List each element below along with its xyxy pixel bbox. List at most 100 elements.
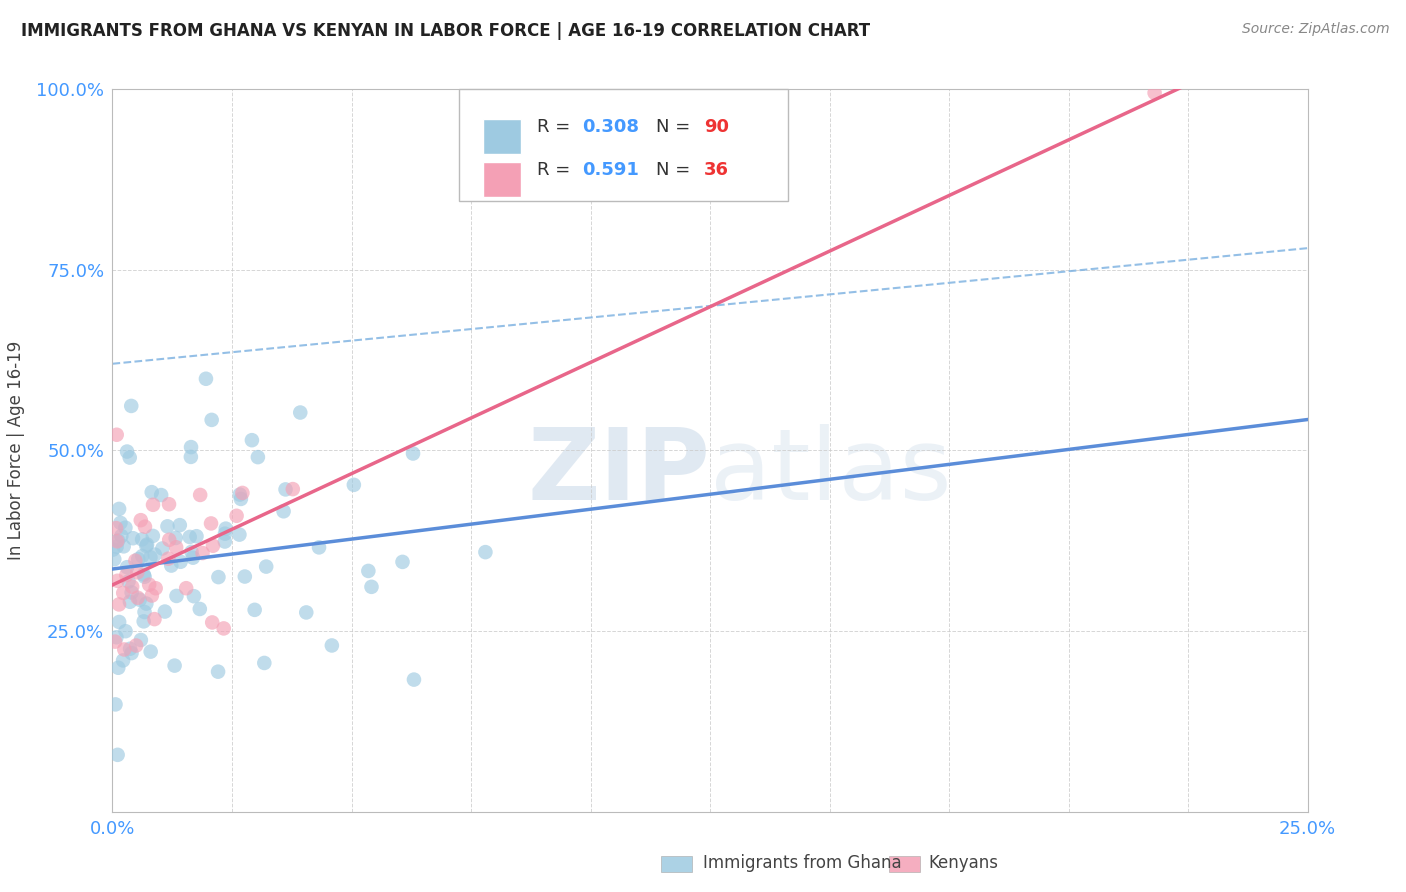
Text: N =: N = [657, 161, 696, 179]
Point [212, 622, 235, 636]
Point [194, 372, 217, 386]
FancyBboxPatch shape [484, 162, 522, 197]
Point [127, 566, 149, 580]
Point [122, 531, 145, 545]
Point [131, 549, 153, 563]
Point [101, 542, 124, 557]
Point [114, 624, 136, 639]
Point [243, 603, 266, 617]
Point [110, 516, 132, 530]
Point [207, 570, 229, 584]
Point [157, 533, 180, 547]
Text: 90: 90 [704, 118, 730, 136]
Point [105, 427, 128, 442]
Point [105, 534, 128, 549]
Point [157, 551, 180, 566]
Point [115, 560, 138, 574]
Point [254, 559, 277, 574]
Point [107, 661, 129, 675]
Point [225, 508, 247, 523]
Point [357, 564, 380, 578]
Point [308, 541, 330, 555]
Point [134, 605, 156, 619]
Point [141, 485, 163, 500]
Point [200, 516, 222, 531]
Point [138, 577, 160, 591]
Text: 0.308: 0.308 [582, 118, 640, 136]
Point [139, 645, 162, 659]
Text: atlas: atlas [710, 424, 952, 521]
Point [107, 747, 129, 762]
Point [132, 615, 155, 629]
Point [120, 399, 142, 413]
Point [186, 529, 208, 543]
Point [229, 487, 252, 501]
Point [157, 497, 180, 511]
Point [112, 586, 135, 600]
Text: IMMIGRANTS FROM GHANA VS KENYAN IN LABOR FORCE | AGE 16-19 CORRELATION CHART: IMMIGRANTS FROM GHANA VS KENYAN IN LABOR… [21, 22, 870, 40]
Point [191, 546, 214, 560]
Point [115, 568, 138, 582]
Point [135, 597, 157, 611]
Point [104, 634, 127, 648]
Point [180, 440, 202, 454]
Y-axis label: In Labor Force | Age 16-19: In Labor Force | Age 16-19 [7, 341, 25, 560]
Point [104, 698, 127, 712]
Point [474, 545, 496, 559]
Point [134, 519, 156, 533]
Point [215, 522, 238, 536]
Point [179, 530, 201, 544]
Text: Source: ZipAtlas.com: Source: ZipAtlas.com [1241, 22, 1389, 37]
Point [124, 554, 146, 568]
Point [188, 488, 211, 502]
Point [112, 642, 135, 657]
Point [165, 531, 187, 545]
Point [139, 550, 162, 565]
Point [118, 595, 141, 609]
Point [246, 450, 269, 464]
Point [214, 526, 236, 541]
Point [120, 641, 142, 656]
Point [143, 612, 166, 626]
Point [108, 598, 131, 612]
Point [143, 548, 166, 562]
Point [127, 591, 149, 605]
Text: 0.591: 0.591 [582, 161, 640, 179]
Point [183, 589, 205, 603]
Point [156, 519, 179, 533]
Point [134, 570, 156, 584]
Point [105, 521, 128, 535]
Point [163, 658, 186, 673]
Point [166, 589, 188, 603]
Point [273, 504, 295, 518]
Point [108, 502, 131, 516]
Point [152, 541, 174, 556]
Point [121, 580, 143, 594]
Point [103, 552, 125, 566]
Point [121, 646, 143, 660]
Point [165, 541, 187, 555]
Point [118, 450, 141, 465]
Point [228, 527, 250, 541]
Point [108, 615, 131, 629]
Point [169, 518, 191, 533]
Point [128, 592, 150, 607]
Point [169, 555, 191, 569]
Point [131, 533, 153, 547]
Point [132, 567, 155, 582]
Point [201, 539, 224, 553]
Text: Immigrants from Ghana: Immigrants from Ghana [703, 854, 901, 871]
Point [240, 433, 263, 447]
Text: ZIP: ZIP [527, 424, 710, 521]
Point [107, 533, 129, 548]
Point [136, 537, 159, 551]
Point [160, 558, 183, 573]
Point [231, 486, 253, 500]
Point [402, 446, 425, 460]
Point [125, 639, 148, 653]
Point [295, 606, 318, 620]
FancyBboxPatch shape [458, 89, 787, 202]
Point [180, 450, 202, 464]
Point [150, 488, 173, 502]
Point [117, 574, 139, 589]
